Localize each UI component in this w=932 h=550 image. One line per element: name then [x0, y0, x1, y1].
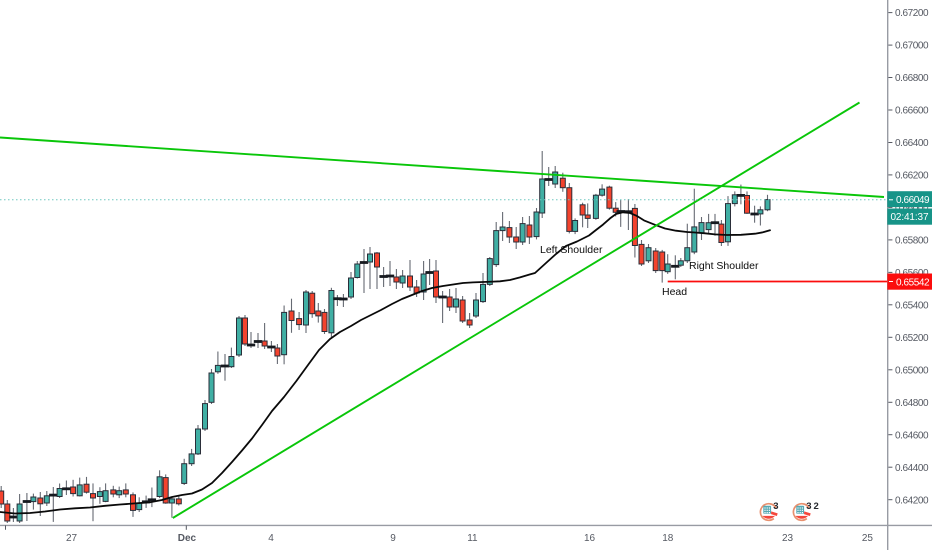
svg-text:0.65000: 0.65000	[895, 365, 929, 376]
svg-text:0.66400: 0.66400	[895, 138, 929, 149]
svg-text:9: 9	[390, 533, 396, 544]
svg-text:02:41:37: 02:41:37	[891, 212, 929, 223]
svg-text:Dec: Dec	[178, 533, 197, 544]
svg-text:3: 3	[806, 501, 811, 512]
svg-text:16: 16	[584, 533, 596, 544]
svg-text:0.65200: 0.65200	[895, 333, 929, 344]
svg-text:0.66049: 0.66049	[896, 195, 930, 206]
svg-text:0.64600: 0.64600	[895, 430, 929, 441]
svg-text:0.66200: 0.66200	[895, 171, 929, 182]
svg-text:3: 3	[773, 501, 778, 512]
svg-text:0.65800: 0.65800	[895, 236, 929, 247]
svg-text:0.64800: 0.64800	[895, 398, 929, 409]
svg-text:Right Shoulder: Right Shoulder	[689, 260, 759, 272]
svg-text:Left Shoulder: Left Shoulder	[540, 244, 603, 256]
svg-text:0.66600: 0.66600	[895, 106, 929, 117]
svg-text:0.67000: 0.67000	[895, 41, 929, 52]
svg-text:23: 23	[782, 533, 794, 544]
svg-text:0.65542: 0.65542	[896, 277, 930, 288]
svg-text:4: 4	[268, 533, 274, 544]
svg-text:0.65400: 0.65400	[895, 300, 929, 311]
svg-text:11: 11	[467, 533, 478, 544]
svg-text:0.67200: 0.67200	[895, 8, 929, 19]
svg-text:0.64400: 0.64400	[895, 463, 929, 474]
svg-text:27: 27	[66, 533, 78, 544]
svg-text:0.66800: 0.66800	[895, 73, 929, 84]
svg-text:18: 18	[662, 533, 674, 544]
svg-text:25: 25	[862, 533, 874, 544]
svg-text:0.64200: 0.64200	[895, 495, 929, 506]
svg-text:Head: Head	[662, 286, 687, 298]
svg-text:2: 2	[814, 501, 819, 512]
